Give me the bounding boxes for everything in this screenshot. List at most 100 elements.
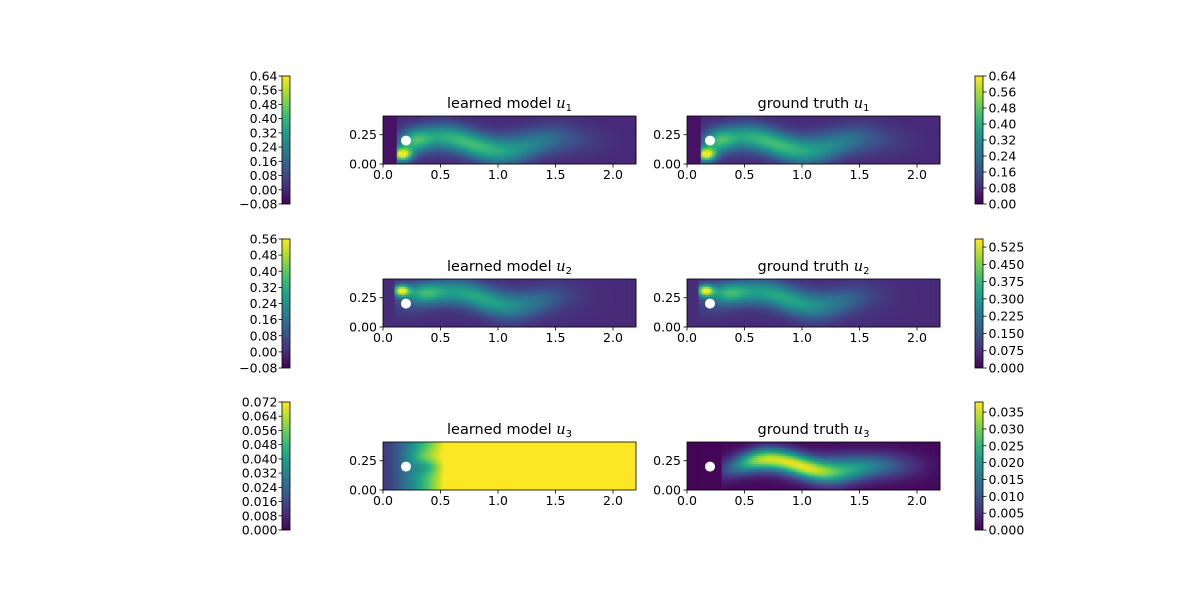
heatmap-cell [868, 142, 872, 145]
heatmap-cell [756, 150, 759, 153]
heatmap-cell [707, 130, 711, 133]
heatmap-cell [541, 118, 545, 121]
heatmap-cell [465, 144, 469, 147]
heatmap-cell [744, 118, 748, 121]
heatmap-cell [633, 120, 637, 123]
heatmap-cell [596, 128, 600, 131]
heatmap-cell [571, 142, 575, 145]
heatmap-cell [518, 120, 522, 123]
heatmap-cell [728, 138, 732, 141]
heatmap-cell [431, 162, 434, 165]
heatmap-cell [629, 126, 632, 129]
heatmap-cell [845, 134, 849, 137]
heatmap-cell [507, 156, 510, 159]
heatmap-cell [813, 160, 817, 163]
heatmap-cell [527, 126, 531, 129]
heatmap-cell [488, 138, 492, 141]
heatmap-cell [585, 142, 589, 145]
heatmap-cell [401, 156, 405, 159]
heatmap-cell [567, 120, 570, 123]
heatmap-cell [825, 142, 828, 145]
heatmap-cell [781, 140, 784, 143]
heatmap-cell [845, 160, 849, 163]
heatmap-cell [760, 138, 764, 141]
heatmap-cell [387, 122, 391, 125]
heatmap-cell [689, 124, 692, 127]
heatmap-cell [410, 132, 414, 135]
heatmap-cell [571, 140, 575, 143]
heatmap-cell [546, 160, 549, 163]
heatmap-cell [857, 148, 860, 151]
heatmap-cell [433, 120, 437, 123]
heatmap-cell [880, 156, 883, 159]
heatmap-cell [557, 132, 561, 135]
heatmap-cell [481, 122, 485, 125]
heatmap-cell [762, 132, 766, 135]
heatmap-cell [500, 140, 503, 143]
heatmap-cell [767, 154, 771, 157]
heatmap-cell [753, 120, 757, 123]
heatmap-cell [689, 152, 692, 155]
heatmap-cell [758, 154, 761, 157]
heatmap-cell [877, 130, 881, 133]
heatmap-cell [633, 132, 637, 135]
heatmap-cell [624, 144, 628, 147]
heatmap-cell [894, 126, 897, 129]
heatmap-cell [753, 154, 757, 157]
heatmap-cell [493, 122, 497, 125]
heatmap-cell [486, 162, 490, 165]
heatmap-cell [859, 120, 863, 123]
heatmap-cell [831, 132, 835, 135]
heatmap-cell [700, 136, 704, 139]
heatmap-cell [431, 116, 434, 119]
heatmap-cell [866, 122, 870, 125]
heatmap-cell [848, 124, 851, 127]
heatmap-cell [484, 138, 487, 141]
heatmap-cell [730, 120, 734, 123]
heatmap-cell [903, 144, 906, 147]
heatmap-cell [422, 126, 425, 129]
heatmap-cell [592, 140, 595, 143]
heatmap-cell [854, 140, 858, 143]
colorbar-tick-label: −0.08 [239, 197, 277, 212]
heatmap-cell [534, 142, 538, 145]
heatmap-cell [765, 150, 768, 153]
heatmap-cell [737, 116, 741, 119]
heatmap-cell [723, 128, 727, 131]
heatmap-cell [813, 142, 817, 145]
heatmap-cell [403, 146, 407, 149]
heatmap-cell [392, 148, 395, 151]
heatmap-cell [493, 148, 497, 151]
heatmap-cell [753, 146, 757, 149]
heatmap-cell [488, 160, 492, 163]
heatmap-cell [769, 140, 773, 143]
heatmap-cell [705, 154, 709, 157]
heatmap-cell [852, 122, 856, 125]
heatmap-cell [716, 144, 720, 147]
heatmap-cell [610, 144, 614, 147]
heatmap-cell [762, 150, 766, 153]
heatmap-cell [385, 150, 388, 153]
heatmap-cell [472, 150, 476, 153]
heatmap-cell [850, 138, 853, 141]
heatmap-cell [769, 160, 773, 163]
heatmap-cell [811, 140, 814, 143]
heatmap-cell [760, 142, 764, 145]
heatmap-cell [880, 132, 883, 135]
heatmap-cell [799, 140, 803, 143]
heatmap-cell [753, 142, 757, 145]
heatmap-cell [857, 160, 860, 163]
heatmap-cell [440, 130, 444, 133]
heatmap-cell [900, 130, 904, 133]
heatmap-cell [394, 120, 398, 123]
heatmap-cell [903, 160, 906, 163]
heatmap-cell [534, 158, 538, 161]
heatmap-cell [440, 116, 444, 119]
heatmap-cell [871, 160, 874, 163]
heatmap-cell [838, 134, 842, 137]
heatmap-cell [815, 138, 819, 141]
heatmap-cell [557, 162, 561, 165]
heatmap-cell [527, 154, 531, 157]
heatmap-cell [760, 150, 764, 153]
heatmap-cell [896, 128, 899, 131]
